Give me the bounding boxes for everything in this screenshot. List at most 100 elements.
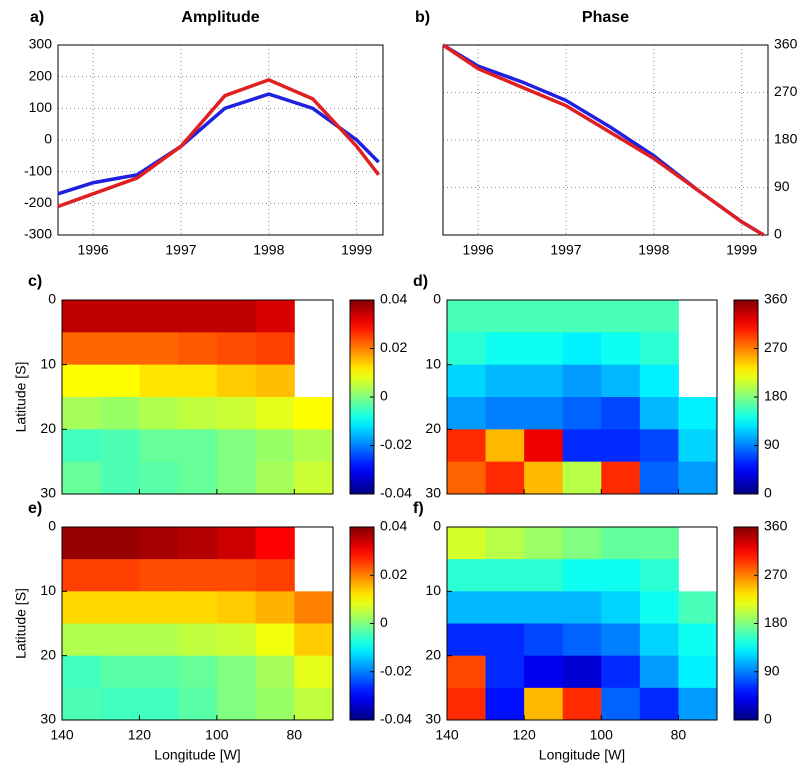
y-tick-label: 10	[40, 355, 56, 371]
heatmap-cell	[485, 429, 525, 463]
heatmap-cell	[485, 559, 525, 592]
panel-label: b)	[415, 9, 430, 26]
heatmap-cell	[562, 364, 602, 398]
plot-frame	[61, 299, 334, 495]
series-line	[442, 43, 765, 237]
y-tick-label: 30	[40, 485, 56, 501]
heatmap-cell	[255, 591, 295, 624]
y-tick-label: -100	[24, 162, 52, 178]
colorbar-tick-label: 180	[764, 614, 788, 630]
heatmap-cell	[178, 364, 218, 398]
heatmap-cell	[216, 655, 257, 689]
heatmap-cell	[139, 332, 179, 366]
heatmap-cell	[216, 332, 257, 366]
x-tick-label: 100	[205, 727, 229, 743]
heatmap-cell	[639, 559, 679, 592]
heatmap-cell	[524, 687, 564, 721]
y-tick-label: 100	[29, 99, 53, 115]
heatmap-cell	[601, 429, 641, 463]
heatmap-cell	[639, 527, 679, 560]
heatmap-cell	[255, 429, 295, 463]
heatmap-cell	[216, 559, 257, 592]
heatmap-cell	[255, 623, 295, 657]
heatmap-cell	[178, 527, 218, 560]
heatmap-cell	[639, 364, 679, 398]
y-axis-label: Latitude [S]	[13, 588, 29, 659]
colorbar-tick-label: 0.02	[380, 566, 407, 582]
colorbar-tick-label: 0	[380, 388, 388, 404]
heatmap-cell	[255, 687, 295, 721]
heatmap-cell	[100, 655, 140, 689]
heatmap-cell	[447, 527, 487, 560]
heatmap-cell	[62, 364, 102, 398]
y-tick-label: 10	[425, 355, 441, 371]
heatmap-cell	[139, 559, 179, 592]
heatmap-cell	[62, 397, 102, 430]
heatmap-cell	[447, 591, 487, 624]
colorbar-tick-label: 270	[764, 566, 788, 582]
heatmap-cell	[178, 687, 218, 721]
heatmap-cell	[524, 429, 564, 463]
heatmap-cell	[562, 300, 602, 333]
heatmap-cell	[294, 397, 334, 430]
x-tick-label: 140	[50, 727, 74, 743]
y-tick-label: 0	[774, 226, 782, 242]
heatmap-cell	[562, 527, 602, 560]
heatmap-cell	[139, 461, 179, 495]
plot-frame	[61, 526, 334, 721]
colorbar-tick-label: 0.04	[380, 518, 407, 534]
colorbar-tick-label: -0.04	[380, 711, 412, 727]
y-tick-label: 30	[40, 711, 56, 727]
heatmap-cell	[139, 591, 179, 624]
heatmap-cell	[524, 527, 564, 560]
heatmap-cell	[216, 429, 257, 463]
heatmap-cell	[678, 655, 718, 689]
heatmap-cell	[601, 527, 641, 560]
colorbar-tick-label: -0.04	[380, 485, 412, 501]
plot-frame	[442, 44, 769, 236]
heatmap-cell	[139, 429, 179, 463]
y-tick-label: 20	[40, 646, 56, 662]
heatmap-cell	[485, 332, 525, 366]
heatmap-cell	[178, 300, 218, 333]
heatmap-cell	[485, 527, 525, 560]
y-tick-label: 0	[48, 291, 56, 307]
colorbar-tick-label: -0.02	[380, 662, 412, 678]
heatmap-cell	[62, 461, 102, 495]
heatmap-cell	[139, 364, 179, 398]
heatmap-cell	[639, 461, 679, 495]
x-tick-label: 1997	[165, 242, 196, 258]
heatmap-cell	[100, 623, 140, 657]
heatmap-cell	[601, 623, 641, 657]
heatmap-cell	[524, 559, 564, 592]
y-tick-label: 0	[48, 518, 56, 534]
heatmap-cell	[62, 527, 102, 560]
heatmap-cell	[255, 332, 295, 366]
heatmap-cell	[294, 687, 334, 721]
chart-title: Amplitude	[181, 9, 259, 26]
heatmap-cell	[639, 591, 679, 624]
panel-label: a)	[30, 9, 44, 26]
heatmap-cell	[216, 687, 257, 721]
heatmap-cell	[485, 655, 525, 689]
x-tick-label: 1998	[638, 242, 669, 258]
heatmap-cell	[601, 461, 641, 495]
y-tick-label: 0	[433, 518, 441, 534]
heatmap-cell	[100, 300, 140, 333]
y-tick-label: 20	[40, 420, 56, 436]
heatmap-cell	[255, 364, 295, 398]
heatmap-cell	[447, 332, 487, 366]
heatmap-cell	[601, 332, 641, 366]
heatmap-cell	[62, 559, 102, 592]
y-tick-label: 30	[425, 711, 441, 727]
heatmap-cell	[100, 461, 140, 495]
y-tick-label: -300	[24, 226, 52, 242]
panel-label: c)	[28, 273, 42, 290]
heatmap-cell	[216, 527, 257, 560]
heatmap-cell	[524, 591, 564, 624]
series-line	[57, 77, 380, 209]
heatmap-cell	[639, 623, 679, 657]
colorbar-tick-label: 0.04	[380, 291, 407, 307]
heatmap-cell	[524, 332, 564, 366]
